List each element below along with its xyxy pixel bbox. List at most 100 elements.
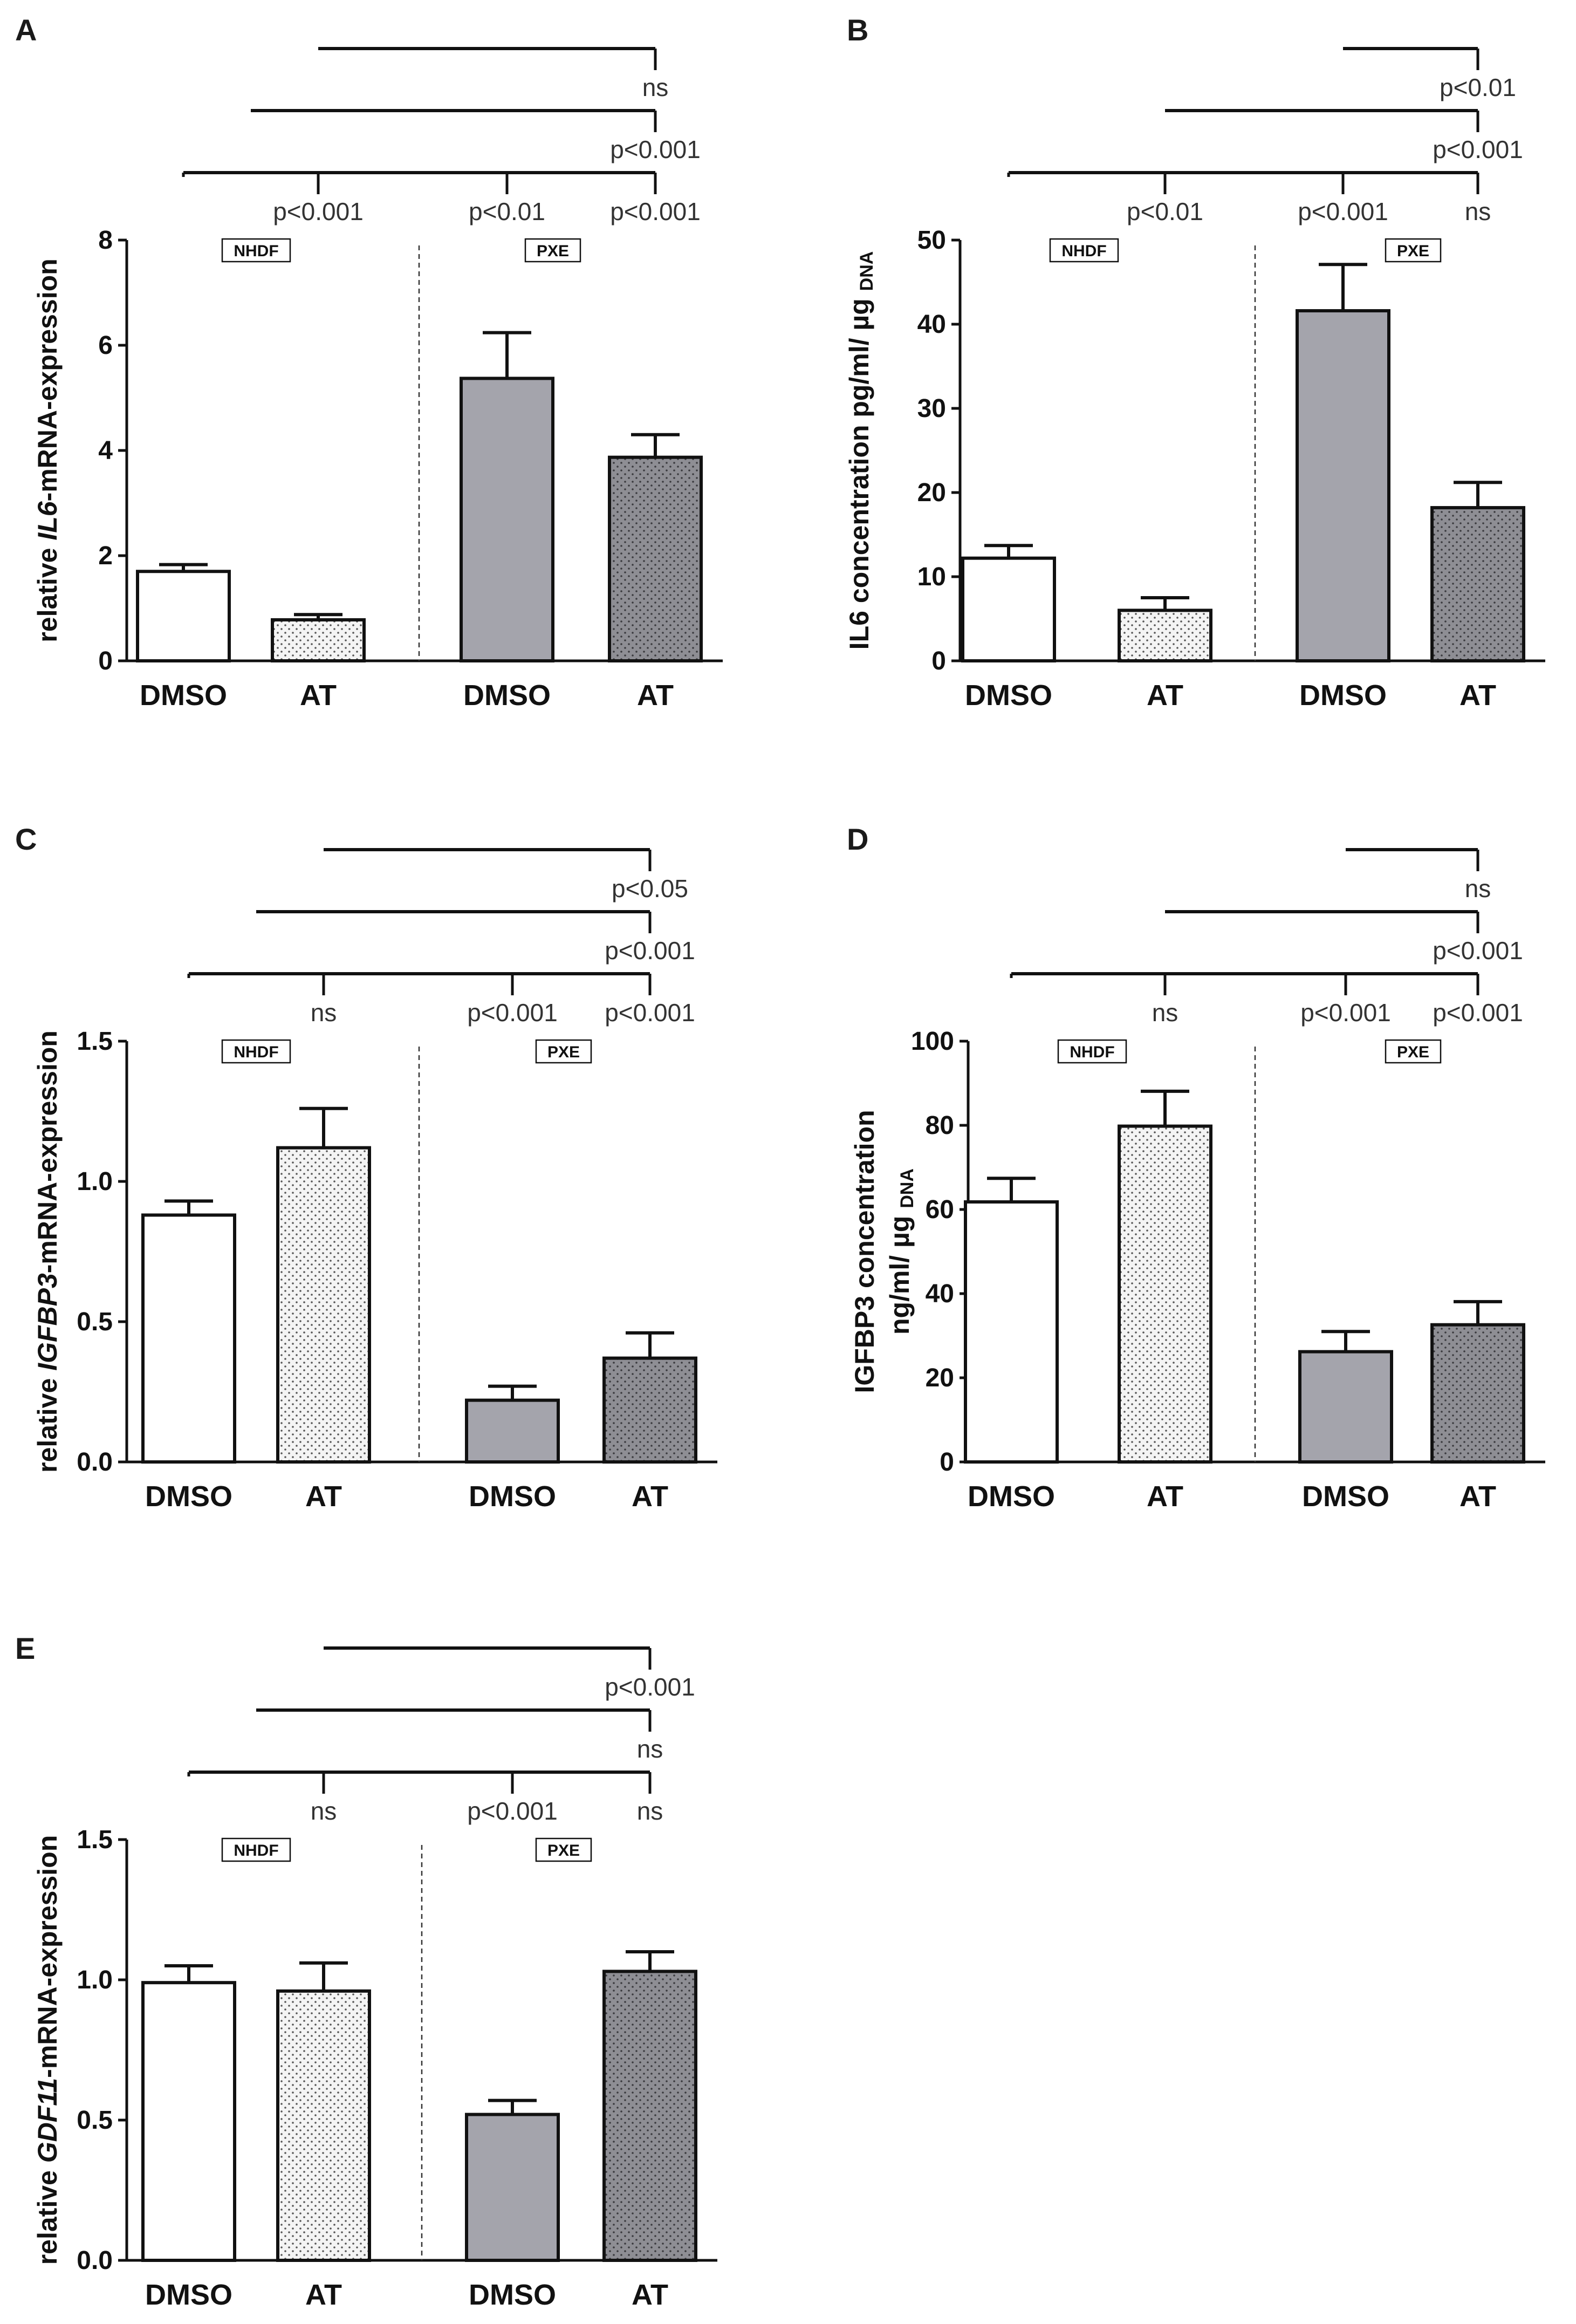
y-tick-label: 30 — [917, 394, 946, 423]
group-label-nhdf-box — [221, 238, 291, 263]
y-axis-title: relative GDF11-mRNA-expression — [32, 1835, 63, 2265]
x-category-label: DMSO — [463, 679, 551, 712]
x-category-label: AT — [632, 1480, 668, 1513]
x-category-label: DMSO — [469, 2279, 556, 2311]
x-category-label: AT — [637, 679, 674, 712]
y-axis-title-part: relative — [32, 541, 63, 642]
y-axis-title-part: -mRNA-expression — [32, 258, 63, 501]
y-axis-title: relative IGFBP3-mRNA-expression — [32, 1030, 63, 1473]
bar-nhdf-at — [1118, 1124, 1212, 1464]
bar-nhdf-at — [276, 1989, 371, 2262]
x-category-label: DMSO — [140, 679, 227, 712]
significance-label: p<0.001 — [605, 999, 695, 1027]
significance-label: p<0.001 — [1300, 999, 1391, 1027]
y-tick-label: 80 — [926, 1111, 954, 1140]
group-label-pxe: PXE — [547, 1043, 580, 1061]
group-label-pxe: PXE — [1397, 242, 1429, 260]
y-tick-label: 1.5 — [77, 1826, 113, 1854]
bar-nhdf-dmso — [964, 1200, 1059, 1464]
y-tick-label: 0.0 — [77, 2246, 113, 2275]
group-label-nhdf-box — [1057, 1039, 1127, 1064]
chart-panel-a: A 0 2 4 6 8 NHDF PXE DMSO AT DMSO AT relative IL6-mR… — [15, 13, 723, 712]
bar-nhdf-at — [271, 618, 366, 662]
y-axis-title-part: GDF11 — [32, 2078, 63, 2163]
y-tick-label: 2 — [98, 542, 113, 570]
y-axis-title-part: DNA — [897, 1168, 917, 1208]
group-label-nhdf: NHDF — [1061, 242, 1106, 260]
bar-nhdf-dmso — [141, 1213, 236, 1464]
significance-label: ns — [1465, 874, 1491, 903]
significance-label: p<0.01 — [1127, 197, 1203, 225]
x-category-label: AT — [305, 2279, 342, 2311]
significance-label: p<0.001 — [467, 1797, 558, 1825]
y-tick-label: 4 — [98, 436, 113, 465]
y-axis-title-part: IL6 — [32, 501, 63, 540]
y-tick-label: 60 — [926, 1195, 954, 1224]
bar-nhdf-dmso — [141, 1981, 236, 2262]
significance-label: ns — [1465, 197, 1491, 225]
bar-pxe-dmso — [1298, 1350, 1393, 1464]
y-axis-title-part: ng/ml/ µg — [885, 1208, 915, 1335]
chart-panel-e: E 0.0 0.5 1.0 1.5 NHDF PXE DMSO AT DMSO AT relative… — [15, 1631, 717, 2311]
y-tick-label: 8 — [98, 226, 113, 255]
y-tick-label: 40 — [926, 1280, 954, 1308]
x-category-label: DMSO — [965, 679, 1052, 712]
bar-pxe-at — [608, 455, 703, 662]
x-category-label: AT — [1147, 679, 1183, 712]
bar-pxe-dmso — [465, 1398, 560, 1464]
significance-label: p<0.01 — [1440, 73, 1516, 101]
y-tick-label: 20 — [926, 1364, 954, 1392]
x-category-label: AT — [632, 2279, 668, 2311]
panel-letter: B — [847, 13, 868, 47]
bar-nhdf-dmso — [136, 570, 231, 662]
x-category-label: DMSO — [469, 1480, 556, 1513]
chart-panel-b: B 0 10 20 30 40 50 NHDF PXE DMSO AT DMSO AT IL6 conce… — [844, 13, 1545, 712]
chart-panel-d: D 0 20 40 60 80 100 NHDF PXE DMSO AT DMSO AT IGFBP3 c… — [847, 822, 1545, 1513]
x-category-label: AT — [300, 679, 337, 712]
y-tick-label: 0.5 — [77, 1308, 113, 1336]
y-axis-title-part: relative — [32, 1371, 63, 1473]
significance-label: p<0.001 — [605, 1673, 695, 1701]
significance-label: p<0.05 — [612, 874, 688, 903]
y-axis-title: relative IL6-mRNA-expression — [32, 258, 63, 642]
y-axis-title-part: relative — [32, 2163, 63, 2265]
bar-pxe-dmso — [465, 2113, 560, 2262]
bar-pxe-at — [602, 1356, 697, 1464]
y-axis-title: IGFBP3 concentration — [849, 1110, 880, 1393]
significance-label: p<0.001 — [610, 197, 701, 225]
x-category-label: AT — [1459, 1480, 1496, 1513]
y-tick-label: 0 — [98, 647, 113, 675]
panel-letter: E — [15, 1631, 35, 1665]
group-label-pxe: PXE — [537, 242, 569, 260]
y-axis-title-part: IGFBP3 — [32, 1273, 63, 1371]
y-tick-label: 1.0 — [77, 1167, 113, 1196]
y-tick-label: 6 — [98, 331, 113, 360]
group-label-nhdf: NHDF — [1070, 1043, 1114, 1061]
y-tick-label: 0 — [940, 1448, 954, 1477]
x-category-label: DMSO — [145, 2279, 232, 2311]
bar-pxe-dmso — [1296, 309, 1390, 662]
bar-nhdf-dmso — [961, 556, 1056, 663]
y-tick-label: 40 — [917, 310, 946, 339]
group-label-pxe-box — [524, 238, 581, 263]
y-tick-label: 20 — [917, 479, 946, 507]
bar-pxe-at — [602, 1970, 697, 2262]
y-tick-label: 0.0 — [77, 1448, 113, 1477]
significance-label: p<0.001 — [610, 135, 701, 163]
x-category-label: AT — [1147, 1480, 1183, 1513]
significance-label: p<0.001 — [1433, 937, 1523, 965]
y-tick-label: 1.0 — [77, 1966, 113, 1994]
y-tick-label: 0.5 — [77, 2106, 113, 2135]
significance-label: p<0.001 — [605, 937, 695, 965]
y-tick-label: 50 — [917, 226, 946, 255]
y-axis-title-part: -mRNA-expression — [32, 1030, 63, 1273]
y-axis-title-line2: ng/ml/ µg DNA — [885, 1168, 917, 1335]
bar-nhdf-at — [1118, 609, 1212, 663]
group-label-pxe-box — [535, 1837, 592, 1862]
significance-label: p<0.001 — [467, 999, 558, 1027]
group-label-nhdf: NHDF — [234, 242, 278, 260]
group-label-pxe-box — [1385, 238, 1442, 263]
significance-label: ns — [1152, 999, 1178, 1027]
